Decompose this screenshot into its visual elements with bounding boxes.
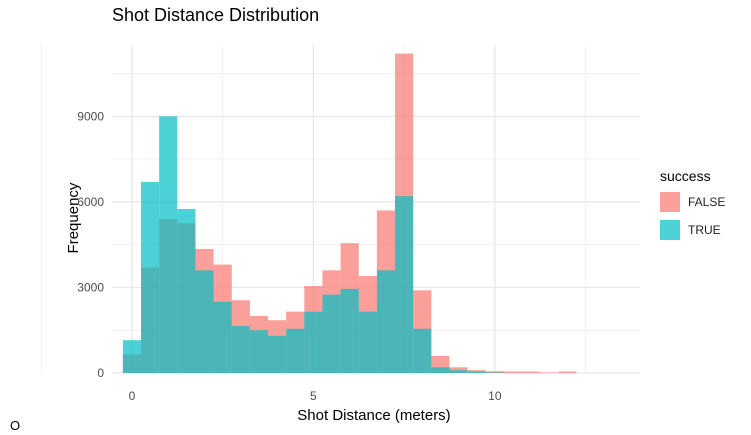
legend-swatch-true xyxy=(660,220,680,240)
bar-true xyxy=(231,325,250,373)
bar-true xyxy=(322,294,341,373)
y-tick-label: 0 xyxy=(97,366,104,380)
y-tick-label: 9000 xyxy=(77,109,104,123)
y-axis-label: Frequency xyxy=(65,182,82,253)
bar-true xyxy=(358,311,377,373)
bar-true xyxy=(395,196,414,373)
bar-true xyxy=(249,330,269,373)
bar-true xyxy=(340,288,359,373)
bar-true xyxy=(268,335,287,373)
histogram-bars xyxy=(122,53,577,374)
x-tick-label: 0 xyxy=(129,389,136,403)
bar-false xyxy=(558,371,577,373)
legend-label-true: TRUE xyxy=(688,223,721,237)
bar-true xyxy=(431,367,450,373)
corner-mark: O xyxy=(10,418,21,433)
x-tick-label: 10 xyxy=(488,389,502,403)
bar-true xyxy=(485,372,504,373)
bar-false xyxy=(503,371,523,373)
chart-title: Shot Distance Distribution xyxy=(112,5,320,25)
y-tick-labels: 0 3000 6000 9000 xyxy=(77,109,104,380)
legend: success FALSE TRUE xyxy=(660,168,725,247)
x-tick-label: 5 xyxy=(310,389,317,403)
bar-true xyxy=(449,370,468,373)
bar-false xyxy=(522,371,541,373)
bar-true xyxy=(213,301,232,373)
legend-item-true: TRUE xyxy=(660,219,725,241)
y-tick-label: 3000 xyxy=(77,280,104,294)
legend-label-false: FALSE xyxy=(688,195,726,209)
bar-false xyxy=(540,372,559,373)
bar-true xyxy=(376,270,396,373)
x-tick-labels: 0 5 10 xyxy=(129,389,502,403)
y-tick-label: 6000 xyxy=(77,195,104,209)
legend-title: success xyxy=(660,168,711,184)
bar-true xyxy=(286,328,305,373)
x-axis-label: Shot Distance (meters) xyxy=(297,407,450,424)
bar-true xyxy=(467,371,486,373)
legend-swatch-false xyxy=(660,192,680,212)
bar-true xyxy=(122,340,142,373)
bar-true xyxy=(141,181,160,373)
bar-true xyxy=(304,311,323,373)
bar-false xyxy=(485,371,504,373)
bar-true xyxy=(159,116,178,373)
bar-true xyxy=(195,270,214,373)
bar-true xyxy=(413,328,432,373)
bar-true xyxy=(177,209,196,373)
legend-item-false: FALSE xyxy=(660,191,725,213)
